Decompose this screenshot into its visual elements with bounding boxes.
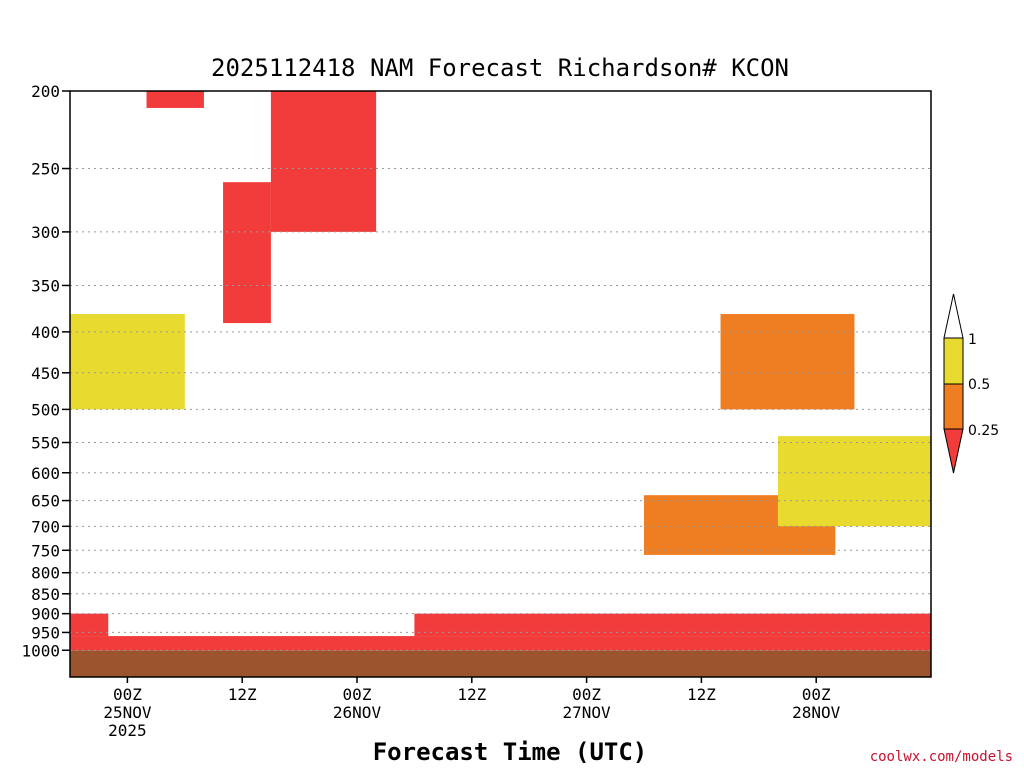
legend-label: 1 (968, 332, 977, 348)
x-tick-label: 25NOV (103, 703, 152, 722)
ri-region (270, 91, 377, 232)
y-tick-label: 400 (31, 323, 60, 342)
y-tick-label: 650 (31, 492, 60, 511)
legend-arrow-bottom (943, 428, 964, 474)
plot-area (70, 91, 931, 677)
ri-region (70, 613, 109, 637)
legend-box-1 (943, 337, 964, 385)
x-tick-label: 00Z (343, 685, 372, 704)
y-tick-label: 1000 (21, 641, 60, 660)
x-tick-label: 12Z (457, 685, 486, 704)
x-tick-label: 12Z (228, 685, 257, 704)
ri-region (720, 314, 855, 410)
plot-frame (69, 90, 932, 678)
legend-box-0-5 (943, 383, 964, 430)
x-tick-label: 26NOV (333, 703, 382, 722)
ri-region (777, 436, 931, 527)
x-tick-label: 00Z (802, 685, 831, 704)
y-tick-label: 500 (31, 400, 60, 419)
x-tick-label: 00Z (113, 685, 142, 704)
x-tick-label: 28NOV (792, 703, 841, 722)
legend-label: 0.5 (968, 377, 990, 393)
x-axis-label: Forecast Time (UTC) (373, 738, 648, 766)
x-tick-label: 12Z (687, 685, 716, 704)
y-tick-label: 200 (31, 82, 60, 101)
credit-text: coolwx.com/models (870, 749, 1013, 765)
legend-arrow-top (943, 293, 964, 339)
x-tick-label: 27NOV (563, 703, 612, 722)
ri-region (223, 182, 271, 324)
y-tick-label: 800 (31, 564, 60, 583)
y-tick-label: 850 (31, 585, 60, 604)
ground-fill (70, 650, 931, 677)
legend-label: 0.25 (968, 423, 999, 439)
y-tick-label: 600 (31, 464, 60, 483)
ri-region (70, 636, 931, 651)
chart-title: 2025112418 NAM Forecast Richardson# KCON (211, 54, 789, 82)
y-tick-label: 350 (31, 276, 60, 295)
x-tick-label: 2025 (108, 721, 147, 740)
y-tick-label: 950 (31, 623, 60, 642)
ri-region (146, 91, 204, 108)
y-tick-label: 300 (31, 223, 60, 242)
y-tick-label: 450 (31, 364, 60, 383)
ri-region (70, 314, 185, 410)
x-tick-label: 00Z (572, 685, 601, 704)
ri-region (414, 613, 931, 637)
y-tick-label: 250 (31, 160, 60, 179)
y-tick-label: 700 (31, 517, 60, 536)
y-tick-label: 900 (31, 605, 60, 624)
legend: 1 0.5 0.25 (943, 293, 999, 474)
y-axis: 200 250 300 350 400 450 500 550 600 650 700 750 800 8… (21, 82, 70, 660)
y-tick-label: 550 (31, 434, 60, 453)
y-tick-label: 750 (31, 541, 60, 560)
